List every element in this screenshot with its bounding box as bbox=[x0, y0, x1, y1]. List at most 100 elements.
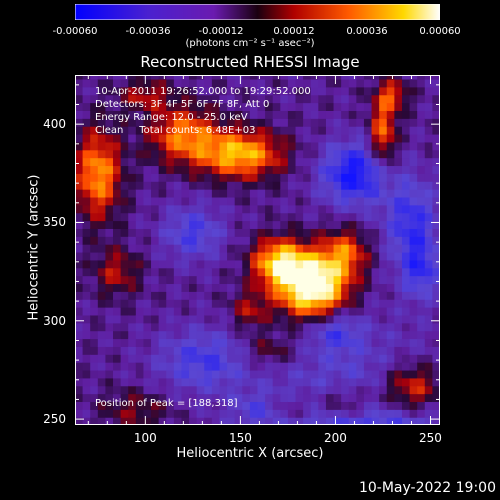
heatmap-cell bbox=[181, 362, 190, 371]
heatmap-cell bbox=[219, 362, 228, 371]
heatmap-cell bbox=[234, 283, 243, 292]
heatmap-cell bbox=[432, 299, 440, 308]
heatmap-cell bbox=[401, 236, 411, 245]
heatmap-cell bbox=[97, 196, 107, 206]
heatmap-cell bbox=[371, 307, 380, 316]
heatmap-cell bbox=[90, 244, 99, 253]
heatmap-cell bbox=[295, 157, 304, 167]
heatmap-cell bbox=[219, 173, 228, 182]
heatmap-cell bbox=[151, 126, 160, 135]
heatmap-cell bbox=[318, 369, 327, 379]
heatmap-cell bbox=[82, 149, 91, 159]
heatmap-cell bbox=[424, 401, 433, 410]
heatmap-cell bbox=[303, 338, 312, 347]
heatmap-cell bbox=[143, 369, 152, 379]
heatmap-cell bbox=[75, 236, 84, 245]
heatmap-cell bbox=[227, 251, 236, 261]
heatmap-cell bbox=[303, 291, 312, 300]
heatmap-cell bbox=[287, 75, 297, 80]
heatmap-cell bbox=[113, 275, 122, 285]
heatmap-cell bbox=[196, 377, 205, 387]
heatmap-cell bbox=[82, 259, 91, 269]
heatmap-cell bbox=[424, 86, 433, 96]
colorbar-tick-label: 0.00012 bbox=[273, 26, 315, 37]
heatmap-cell bbox=[401, 173, 411, 182]
heatmap-cell bbox=[75, 110, 84, 119]
heatmap-cell bbox=[409, 75, 418, 80]
heatmap-cell bbox=[417, 259, 426, 269]
heatmap-cell bbox=[196, 220, 205, 229]
heatmap-cell bbox=[363, 401, 373, 410]
heatmap-cell bbox=[280, 385, 289, 395]
heatmap-cell bbox=[417, 291, 426, 300]
heatmap-cell bbox=[189, 259, 198, 269]
heatmap-cell bbox=[310, 141, 319, 151]
heatmap-cell bbox=[409, 204, 418, 214]
heatmap-cell bbox=[196, 307, 205, 316]
heatmap-cell bbox=[128, 259, 137, 269]
heatmap-cell bbox=[325, 299, 335, 308]
y-tick-label: 300 bbox=[43, 313, 66, 328]
heatmap-cell bbox=[280, 118, 289, 127]
heatmap-cell bbox=[325, 212, 335, 222]
heatmap-cell bbox=[280, 259, 289, 269]
heatmap-cell bbox=[158, 330, 167, 340]
heatmap-cell bbox=[128, 291, 137, 300]
heatmap-cell bbox=[120, 157, 129, 167]
heatmap-cell bbox=[432, 204, 440, 214]
heatmap-cell bbox=[394, 78, 403, 88]
heatmap-cell bbox=[113, 314, 122, 324]
heatmap-cell bbox=[371, 322, 380, 332]
heatmap-cell bbox=[97, 181, 107, 190]
heatmap-cell bbox=[151, 236, 160, 245]
heatmap-cell bbox=[417, 314, 426, 324]
heatmap-cell bbox=[166, 220, 175, 229]
heatmap-cell bbox=[173, 78, 183, 88]
heatmap-cell bbox=[295, 267, 304, 277]
heatmap-cell bbox=[120, 212, 129, 222]
heatmap-cell bbox=[318, 228, 327, 237]
heatmap-cell bbox=[424, 354, 433, 363]
heatmap-cell bbox=[272, 212, 281, 222]
heatmap-cell bbox=[242, 133, 251, 143]
heatmap-cell bbox=[158, 78, 167, 88]
heatmap-cell bbox=[401, 330, 411, 340]
heatmap-cell bbox=[371, 409, 380, 418]
heatmap-cell bbox=[424, 369, 433, 379]
heatmap-cell bbox=[379, 244, 388, 253]
heatmap-cell bbox=[135, 228, 145, 237]
heatmap-cell bbox=[348, 157, 357, 167]
heatmap-cell bbox=[417, 377, 426, 387]
heatmap-cell bbox=[379, 204, 388, 214]
heatmap-cell bbox=[265, 330, 274, 340]
heatmap-cell bbox=[166, 78, 175, 88]
heatmap-cell bbox=[151, 385, 160, 395]
heatmap-cell bbox=[371, 102, 380, 111]
heatmap-cell bbox=[249, 385, 259, 395]
heatmap-cell bbox=[166, 181, 175, 190]
heatmap-cell bbox=[371, 204, 380, 214]
heatmap-cell bbox=[234, 173, 243, 182]
heatmap-cell bbox=[120, 393, 129, 403]
heatmap-cell bbox=[394, 204, 403, 214]
heatmap-cell bbox=[348, 78, 357, 88]
heatmap-cell bbox=[181, 173, 190, 182]
heatmap-cell bbox=[158, 338, 167, 347]
heatmap-cell bbox=[325, 377, 335, 387]
heatmap-cell bbox=[227, 86, 236, 96]
heatmap-cell bbox=[409, 314, 418, 324]
heatmap-cell bbox=[287, 275, 297, 285]
heatmap-cell bbox=[75, 244, 84, 253]
heatmap-cell bbox=[257, 401, 266, 410]
heatmap-cell bbox=[341, 275, 350, 285]
heatmap-cell bbox=[287, 212, 297, 222]
heatmap-cell bbox=[303, 362, 312, 371]
heatmap-cell bbox=[143, 409, 152, 418]
heatmap-cell bbox=[424, 283, 433, 292]
heatmap-cell bbox=[379, 330, 388, 340]
heatmap-cell bbox=[135, 181, 145, 190]
heatmap-cells bbox=[75, 75, 440, 425]
heatmap-cell bbox=[128, 275, 137, 285]
heatmap-cell bbox=[371, 330, 380, 340]
heatmap-cell bbox=[158, 141, 167, 151]
